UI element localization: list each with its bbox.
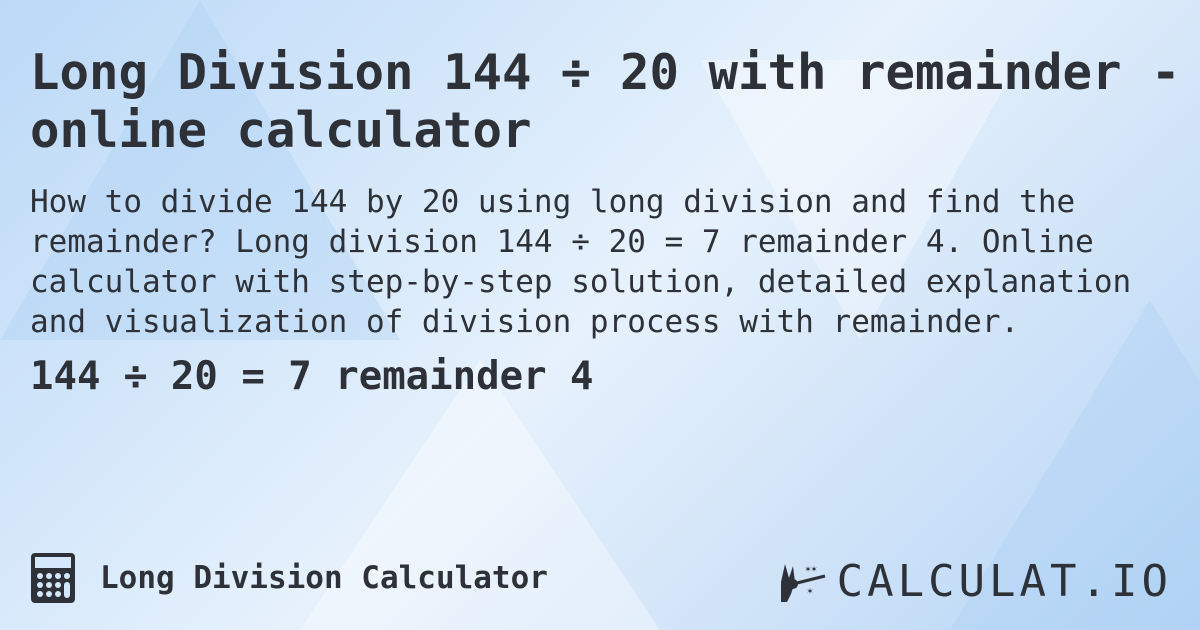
svg-text:✶: ✶ [807,586,813,597]
calculator-label: Long Division Calculator [100,560,548,596]
calculat-io-logo[interactable]: ✶✶ ✶ CALCULAT.IO [777,556,1172,607]
calculator-icon [31,553,75,603]
magic-hand-icon: ✶✶ ✶ [780,563,825,602]
logo-text: CALCULAT.IO [836,556,1172,607]
svg-text:✶✶: ✶✶ [805,564,817,575]
calculator-link[interactable]: Long Division Calculator [30,552,548,604]
page-title: Long Division 144 ÷ 20 with remainder - … [30,44,1181,159]
description: How to divide 144 by 20 using long divis… [30,184,1132,340]
result: 144 ÷ 20 = 7 remainder 4 [30,354,594,399]
